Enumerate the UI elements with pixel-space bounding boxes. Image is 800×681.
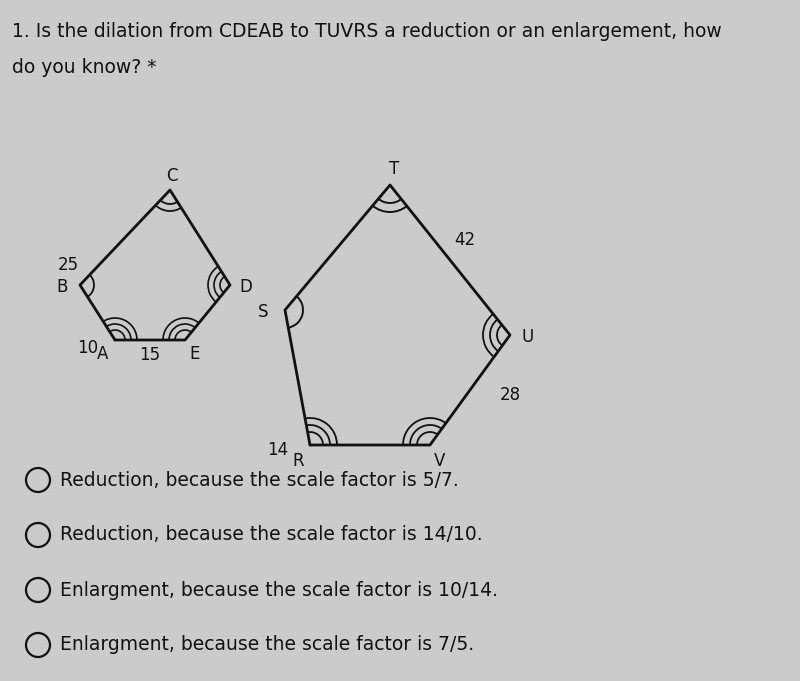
Text: C: C [166, 167, 178, 185]
Text: 42: 42 [454, 231, 475, 249]
Text: V: V [434, 452, 446, 470]
Text: T: T [389, 160, 399, 178]
Text: Reduction, because the scale factor is 5/7.: Reduction, because the scale factor is 5… [60, 471, 458, 490]
Text: B: B [56, 278, 68, 296]
Text: 1. Is the dilation from CDEAB to TUVRS a reduction or an enlargement, how: 1. Is the dilation from CDEAB to TUVRS a… [12, 22, 722, 41]
Text: D: D [239, 278, 253, 296]
Text: A: A [98, 345, 109, 363]
Text: 25: 25 [58, 256, 78, 274]
Text: U: U [522, 328, 534, 346]
Text: do you know? *: do you know? * [12, 58, 157, 77]
Text: 15: 15 [139, 346, 161, 364]
Text: 14: 14 [267, 441, 289, 459]
Text: R: R [292, 452, 304, 470]
Text: Enlargment, because the scale factor is 7/5.: Enlargment, because the scale factor is … [60, 635, 474, 654]
Text: E: E [190, 345, 200, 363]
Text: S: S [258, 303, 268, 321]
Text: 10: 10 [78, 339, 98, 357]
Text: Reduction, because the scale factor is 14/10.: Reduction, because the scale factor is 1… [60, 526, 482, 545]
Text: Enlargment, because the scale factor is 10/14.: Enlargment, because the scale factor is … [60, 580, 498, 599]
Text: 28: 28 [499, 386, 521, 404]
